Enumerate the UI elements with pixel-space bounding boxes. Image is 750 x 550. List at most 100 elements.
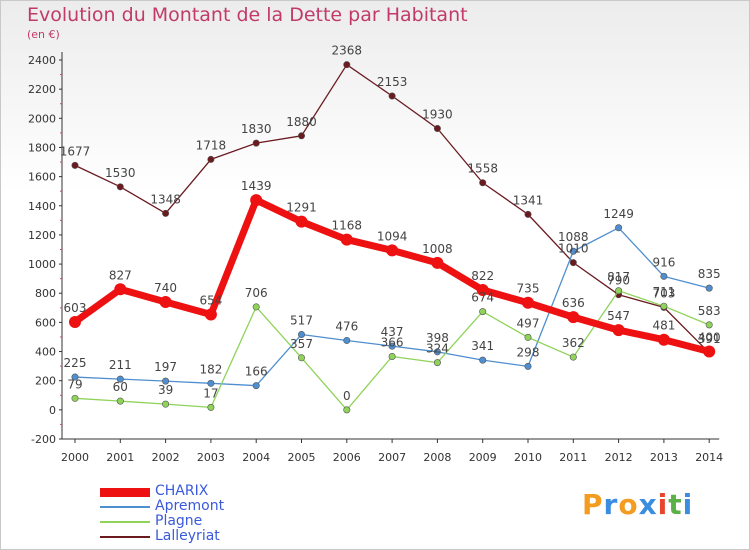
legend-label: Plagne [155, 513, 203, 529]
legend-swatch [100, 506, 150, 508]
y-tick-label: 1600 [28, 171, 56, 184]
x-tick-label: 2012 [605, 451, 633, 464]
data-label: 517 [290, 313, 313, 327]
data-point [295, 215, 308, 228]
x-tick-label: 2013 [650, 451, 678, 464]
y-tick-label: 800 [35, 287, 56, 300]
data-point [162, 400, 170, 408]
data-label: 437 [381, 325, 404, 339]
data-label: 1530 [105, 166, 136, 180]
data-label: 60 [113, 380, 128, 394]
x-tick-label: 2003 [197, 451, 225, 464]
data-point [252, 382, 260, 390]
data-point [69, 315, 81, 328]
legend-label: CHARIX [155, 483, 209, 499]
data-point [433, 348, 441, 356]
data-point [522, 296, 534, 309]
data-point [524, 333, 532, 341]
data-label: 341 [471, 339, 494, 353]
data-label: 225 [64, 356, 87, 370]
data-point [524, 210, 532, 218]
data-point [479, 356, 487, 364]
y-tick-label: 200 [35, 375, 56, 388]
data-label: 357 [290, 337, 313, 351]
data-label: 39 [158, 383, 173, 397]
data-label: 835 [698, 267, 721, 281]
data-label: 1088 [558, 230, 589, 244]
data-point [567, 311, 580, 324]
legend-swatch [100, 487, 150, 497]
data-point [705, 321, 713, 329]
data-point [162, 377, 170, 385]
logo-letter: x [638, 488, 658, 521]
data-point [431, 256, 444, 269]
y-tick-label: 1400 [28, 200, 56, 213]
y-tick-label: 2400 [28, 54, 56, 67]
data-label: 197 [154, 360, 177, 374]
data-point [343, 406, 351, 414]
legend-swatch [100, 536, 150, 538]
data-point [162, 209, 170, 217]
logo-letter: o [618, 488, 639, 521]
data-label: 0 [343, 389, 351, 403]
data-point [705, 284, 713, 292]
data-point [612, 324, 625, 337]
data-point [388, 342, 396, 350]
logo-letter: P [582, 488, 604, 521]
data-point [340, 233, 353, 246]
data-point [615, 287, 623, 295]
y-tick-label: 1000 [28, 258, 56, 271]
data-label: 1249 [603, 207, 634, 221]
data-point [479, 179, 487, 187]
data-label: 674 [471, 291, 494, 305]
data-label: 166 [245, 365, 268, 379]
data-point [297, 132, 305, 140]
data-label: 182 [199, 362, 222, 376]
data-point [386, 244, 399, 257]
data-label: 740 [154, 281, 177, 295]
data-label: 827 [109, 268, 132, 282]
data-label: 1880 [286, 115, 317, 129]
data-point [207, 155, 215, 163]
chart-subtitle: (en €) [27, 28, 60, 41]
data-label: 1008 [422, 242, 453, 256]
data-point [204, 308, 217, 321]
data-point [71, 373, 79, 381]
data-label: 817 [607, 270, 630, 284]
data-point [433, 359, 441, 367]
data-point [116, 375, 124, 383]
data-label: 547 [607, 309, 630, 323]
data-label: 1010 [558, 242, 589, 256]
data-point [615, 224, 623, 232]
data-point [660, 302, 668, 310]
data-label: 79 [67, 377, 82, 391]
x-tick-label: 2011 [559, 451, 587, 464]
data-label: 17 [203, 386, 218, 400]
x-tick-label: 2001 [106, 451, 134, 464]
data-point [569, 247, 577, 255]
logo-letter: i [682, 488, 694, 521]
data-label: 324 [426, 342, 449, 356]
data-label: 1718 [196, 138, 227, 152]
data-label: 1168 [332, 219, 363, 233]
data-point [252, 303, 260, 311]
x-tick-label: 2009 [469, 451, 497, 464]
data-label: 366 [381, 335, 404, 349]
x-tick-label: 2004 [242, 451, 270, 464]
data-label: 400 [698, 331, 721, 345]
data-label: 1094 [377, 229, 408, 243]
data-label: 481 [652, 319, 675, 333]
data-label: 916 [652, 255, 675, 269]
data-point [252, 139, 260, 147]
data-label: 822 [471, 269, 494, 283]
x-tick-label: 2008 [423, 451, 451, 464]
data-label: 790 [607, 274, 630, 288]
data-label: 1348 [150, 192, 181, 206]
y-tick-label: 0 [49, 404, 56, 417]
x-tick-label: 2010 [514, 451, 542, 464]
data-label: 211 [109, 358, 132, 372]
data-point [703, 345, 716, 358]
data-label: 735 [517, 282, 540, 296]
y-tick-label: 400 [35, 346, 56, 359]
data-point [207, 403, 215, 411]
